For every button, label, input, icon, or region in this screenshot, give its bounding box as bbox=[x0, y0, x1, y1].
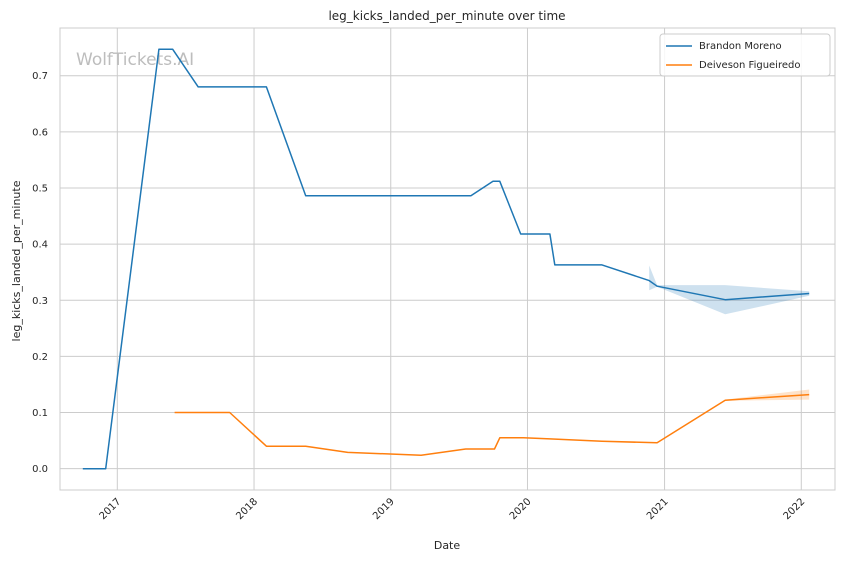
y-axis-ticks: 0.0 0.1 0.2 0.3 0.4 0.5 0.6 0.7 bbox=[32, 71, 48, 475]
y-tick-label: 0.3 bbox=[32, 296, 48, 307]
y-tick-label: 0.1 bbox=[32, 408, 48, 419]
y-tick-label: 0.6 bbox=[32, 127, 48, 138]
confidence-band-series-0 bbox=[649, 265, 810, 315]
legend-label-series-0: Brandon Moreno bbox=[699, 41, 782, 52]
series-line-1 bbox=[174, 393, 810, 456]
legend: Brandon Moreno Deiveson Figueiredo bbox=[659, 33, 831, 77]
y-tick-label: 0.5 bbox=[32, 183, 48, 194]
series-lines bbox=[82, 48, 810, 470]
y-tick-label: 0.4 bbox=[32, 240, 48, 251]
plot-frame bbox=[59, 27, 836, 491]
legend-box bbox=[659, 33, 831, 77]
y-tick-label: 0.2 bbox=[32, 352, 48, 363]
x-axis-label: Date bbox=[434, 539, 461, 552]
chart-title: leg_kicks_landed_per_minute over time bbox=[328, 9, 565, 23]
series-line-0 bbox=[82, 48, 810, 470]
y-tick-label: 0.0 bbox=[32, 464, 48, 475]
confidence-bands bbox=[649, 265, 810, 401]
y-tick-label: 0.7 bbox=[32, 71, 48, 82]
grid bbox=[60, 28, 835, 490]
watermark: WolfTickets.AI bbox=[76, 50, 194, 70]
confidence-band-series-1 bbox=[725, 389, 810, 401]
legend-label-series-1: Deiveson Figueiredo bbox=[699, 60, 800, 71]
y-axis-label: leg_kicks_landed_per_minute bbox=[10, 180, 23, 341]
